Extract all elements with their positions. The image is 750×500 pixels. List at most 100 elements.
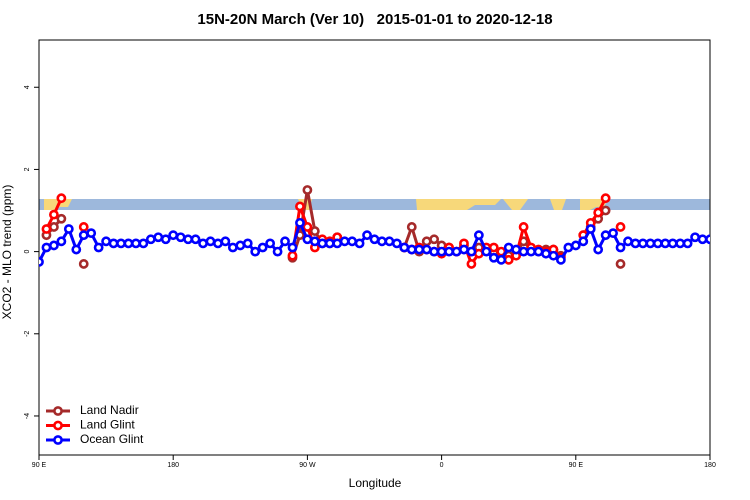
- point: [436, 246, 447, 257]
- point: [638, 238, 648, 249]
- point: [39, 256, 44, 267]
- point: [332, 238, 343, 249]
- point: [555, 254, 566, 265]
- point: [705, 234, 710, 245]
- point: [56, 193, 67, 204]
- point: [309, 226, 320, 236]
- point: [49, 240, 59, 251]
- point: [429, 234, 440, 245]
- point: [309, 236, 320, 247]
- point: [168, 230, 179, 241]
- point: [250, 246, 261, 257]
- point: [153, 232, 164, 243]
- point: [675, 238, 686, 249]
- point: [697, 234, 708, 245]
- point: [600, 230, 611, 241]
- point: [56, 213, 67, 224]
- point: [213, 238, 223, 249]
- point: [347, 236, 358, 247]
- point: [503, 254, 514, 265]
- point: [548, 250, 559, 261]
- point: [175, 232, 186, 243]
- point: [421, 236, 432, 247]
- point: [41, 224, 52, 234]
- point: [302, 234, 313, 245]
- point: [518, 246, 529, 257]
- point: [123, 238, 134, 249]
- point: [384, 236, 395, 247]
- point: [600, 193, 611, 204]
- map-strip: [39, 199, 710, 210]
- y-tick-label: -4: [24, 413, 31, 419]
- point: [399, 242, 410, 253]
- point: [421, 244, 432, 255]
- point: [116, 238, 126, 249]
- point: [295, 201, 305, 212]
- plot-frame: [38, 39, 711, 456]
- point: [615, 259, 626, 269]
- point: [302, 222, 313, 232]
- point: [414, 244, 425, 255]
- point: [295, 217, 305, 228]
- point: [570, 240, 581, 251]
- point: [466, 246, 477, 257]
- point: [406, 222, 417, 232]
- point: [272, 246, 283, 257]
- x-axis-label: Longitude: [349, 476, 402, 490]
- point: [235, 240, 246, 251]
- y-tick-label: 4: [24, 85, 31, 89]
- point: [369, 234, 380, 245]
- point: [690, 232, 700, 243]
- series-layer: [39, 186, 710, 269]
- legend-marker: [53, 420, 63, 431]
- point: [205, 236, 216, 247]
- point: [652, 238, 663, 249]
- x-tick-label: 180: [704, 462, 716, 469]
- point: [533, 246, 544, 257]
- point: [406, 244, 417, 255]
- point: [645, 238, 656, 249]
- point: [630, 238, 641, 249]
- legend-label: Ocean Glint: [80, 432, 144, 446]
- point: [78, 259, 89, 269]
- legend-label: Land Glint: [80, 418, 135, 432]
- point: [160, 234, 171, 245]
- point: [78, 222, 89, 232]
- point: [339, 236, 350, 247]
- point: [615, 222, 626, 232]
- point: [608, 228, 618, 239]
- point: [101, 236, 111, 247]
- point: [503, 242, 514, 253]
- point: [473, 248, 484, 259]
- point: [526, 246, 536, 257]
- x-tick-label: 0: [440, 462, 444, 469]
- point: [41, 242, 52, 253]
- point: [63, 224, 74, 234]
- point: [71, 244, 82, 255]
- point: [317, 238, 328, 249]
- point: [511, 244, 522, 255]
- point: [623, 236, 633, 247]
- point: [198, 238, 208, 249]
- point: [138, 238, 149, 249]
- point: [481, 246, 492, 257]
- x-tick-label: 180: [167, 462, 179, 469]
- point: [578, 236, 589, 247]
- point: [391, 238, 402, 249]
- point: [444, 246, 454, 257]
- y-axis-label: XCO2 - MLO trend (ppm): [0, 185, 14, 320]
- point: [49, 209, 59, 220]
- x-tick-label: 90 E: [32, 462, 47, 469]
- point: [377, 236, 387, 247]
- legend-label: Land Nadir: [80, 403, 139, 417]
- x-tick-label: 90 E: [569, 462, 584, 469]
- point: [600, 205, 611, 216]
- point: [145, 234, 156, 245]
- point: [287, 250, 298, 261]
- point: [451, 246, 462, 257]
- point: [324, 238, 335, 249]
- point: [354, 238, 365, 249]
- point: [682, 238, 693, 249]
